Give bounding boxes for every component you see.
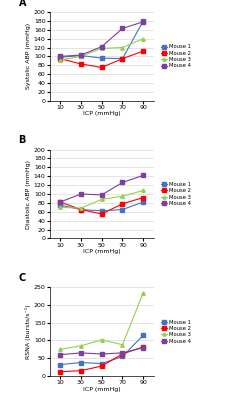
- Mouse 1: [141, 200, 144, 204]
- Mouse 2: [121, 56, 123, 61]
- Mouse 1: [121, 207, 123, 212]
- X-axis label: ICP (mmHg): ICP (mmHg): [83, 111, 120, 116]
- Mouse 1: [100, 361, 103, 366]
- Mouse 1: [121, 354, 123, 359]
- Mouse 4: [79, 192, 82, 196]
- Line: Mouse 2: Mouse 2: [58, 345, 144, 374]
- Mouse 3: [100, 46, 103, 51]
- Mouse 4: [79, 350, 82, 355]
- Mouse 2: [141, 49, 144, 54]
- Line: Mouse 4: Mouse 4: [58, 20, 144, 58]
- Mouse 3: [100, 197, 103, 202]
- Mouse 2: [121, 352, 123, 356]
- Mouse 3: [141, 188, 144, 193]
- Mouse 3: [58, 58, 61, 62]
- Mouse 2: [141, 344, 144, 349]
- Mouse 2: [79, 368, 82, 373]
- Y-axis label: RSNA (bursts/s⁻¹): RSNA (bursts/s⁻¹): [25, 304, 31, 359]
- Mouse 2: [100, 364, 103, 368]
- Line: Mouse 3: Mouse 3: [58, 189, 144, 210]
- Mouse 1: [100, 208, 103, 213]
- Line: Mouse 3: Mouse 3: [58, 37, 144, 62]
- X-axis label: ICP (mmHg): ICP (mmHg): [83, 386, 120, 392]
- Mouse 4: [121, 350, 123, 355]
- Mouse 1: [79, 53, 82, 58]
- Mouse 3: [121, 342, 123, 347]
- X-axis label: ICP (mmHg): ICP (mmHg): [83, 249, 120, 254]
- Mouse 3: [79, 206, 82, 211]
- Mouse 2: [79, 62, 82, 66]
- Mouse 4: [58, 54, 61, 59]
- Mouse 4: [79, 53, 82, 58]
- Mouse 2: [58, 200, 61, 204]
- Mouse 3: [58, 205, 61, 210]
- Mouse 4: [100, 192, 103, 197]
- Mouse 2: [100, 212, 103, 216]
- Line: Mouse 1: Mouse 1: [58, 200, 144, 213]
- Mouse 4: [141, 173, 144, 178]
- Legend: Mouse 1, Mouse 2, Mouse 3, Mouse 4: Mouse 1, Mouse 2, Mouse 3, Mouse 4: [160, 44, 191, 69]
- Mouse 3: [79, 54, 82, 59]
- Mouse 3: [58, 347, 61, 352]
- Y-axis label: Systolic ABP (mmHg): Systolic ABP (mmHg): [26, 23, 31, 90]
- Mouse 2: [100, 65, 103, 70]
- Mouse 4: [58, 352, 61, 357]
- Mouse 1: [58, 362, 61, 367]
- Mouse 2: [58, 369, 61, 374]
- Line: Mouse 2: Mouse 2: [58, 49, 144, 69]
- Mouse 1: [141, 18, 144, 23]
- Mouse 3: [79, 344, 82, 348]
- Line: Mouse 3: Mouse 3: [58, 291, 144, 351]
- Mouse 4: [121, 180, 123, 185]
- Line: Mouse 1: Mouse 1: [58, 19, 144, 60]
- Mouse 1: [79, 360, 82, 365]
- Text: C: C: [18, 273, 26, 283]
- Mouse 1: [79, 207, 82, 212]
- Mouse 3: [141, 36, 144, 41]
- Mouse 3: [121, 45, 123, 50]
- Mouse 4: [100, 44, 103, 49]
- Mouse 4: [58, 200, 61, 204]
- Mouse 1: [121, 56, 123, 61]
- Mouse 2: [141, 195, 144, 200]
- Mouse 3: [121, 194, 123, 199]
- Line: Mouse 1: Mouse 1: [58, 334, 144, 366]
- Mouse 2: [121, 201, 123, 206]
- Mouse 4: [141, 345, 144, 350]
- Mouse 3: [100, 337, 103, 342]
- Text: B: B: [18, 135, 26, 145]
- Line: Mouse 2: Mouse 2: [58, 196, 144, 216]
- Mouse 4: [100, 352, 103, 356]
- Mouse 1: [100, 56, 103, 60]
- Line: Mouse 4: Mouse 4: [58, 174, 144, 204]
- Mouse 1: [141, 333, 144, 338]
- Mouse 4: [141, 19, 144, 24]
- Mouse 2: [79, 207, 82, 212]
- Mouse 1: [58, 55, 61, 60]
- Mouse 4: [121, 26, 123, 31]
- Legend: Mouse 1, Mouse 2, Mouse 3, Mouse 4: Mouse 1, Mouse 2, Mouse 3, Mouse 4: [160, 182, 191, 206]
- Text: A: A: [18, 0, 26, 8]
- Line: Mouse 4: Mouse 4: [58, 346, 144, 356]
- Mouse 3: [141, 290, 144, 295]
- Mouse 1: [58, 203, 61, 208]
- Y-axis label: Diastolic ABP (mmHg): Diastolic ABP (mmHg): [26, 160, 31, 228]
- Mouse 2: [58, 56, 61, 61]
- Legend: Mouse 1, Mouse 2, Mouse 3, Mouse 4: Mouse 1, Mouse 2, Mouse 3, Mouse 4: [160, 319, 191, 344]
